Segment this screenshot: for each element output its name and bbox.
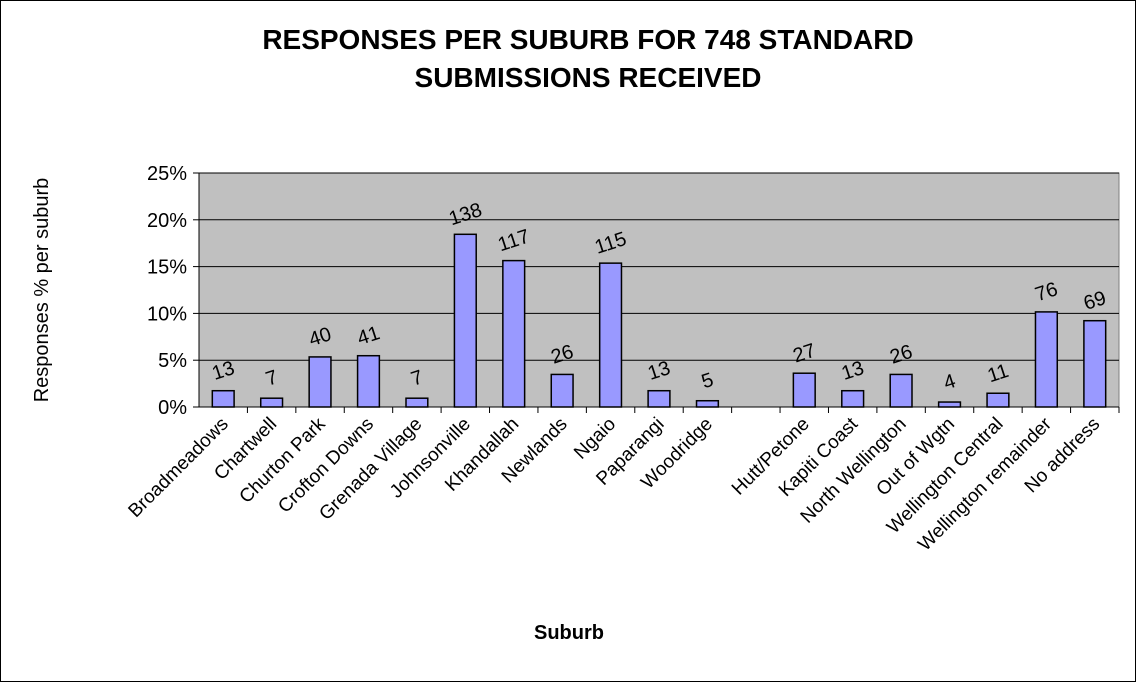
bar bbox=[550, 373, 574, 408]
bar bbox=[1034, 311, 1059, 408]
bar bbox=[405, 397, 429, 408]
bar bbox=[792, 372, 816, 408]
y-tick-label: 20% bbox=[147, 210, 187, 232]
bar bbox=[889, 373, 913, 408]
chart-title-line-2: SUBMISSIONS RECEIVED bbox=[415, 62, 762, 93]
x-axis-title: Suburb bbox=[534, 622, 604, 644]
y-tick-label: 15% bbox=[147, 257, 187, 279]
bar bbox=[937, 401, 962, 408]
plot-area bbox=[198, 172, 1120, 408]
bar bbox=[986, 392, 1010, 408]
bar bbox=[356, 354, 381, 408]
bar bbox=[308, 356, 332, 408]
y-tick-label: 5% bbox=[158, 350, 187, 372]
gridlines bbox=[199, 172, 1119, 361]
chart-title-line-1: RESPONSES PER SUBURB FOR 748 STANDARD bbox=[262, 24, 913, 55]
bar bbox=[1083, 319, 1107, 408]
bar bbox=[211, 389, 235, 408]
bar bbox=[695, 399, 720, 408]
bar bbox=[647, 389, 671, 408]
bar bbox=[598, 262, 623, 408]
bar bbox=[453, 233, 477, 408]
y-axis-title: Responses % per suburb bbox=[31, 178, 53, 403]
y-axis-ticks: 0% 5% 10% 15% 20% 25% bbox=[147, 163, 1120, 419]
bar bbox=[502, 259, 526, 408]
bars bbox=[211, 233, 1107, 408]
bar bbox=[841, 389, 865, 408]
bar bbox=[259, 397, 284, 408]
y-tick-label: 25% bbox=[147, 163, 187, 185]
y-tick-label: 0% bbox=[158, 397, 187, 419]
y-tick-label: 10% bbox=[147, 303, 187, 325]
